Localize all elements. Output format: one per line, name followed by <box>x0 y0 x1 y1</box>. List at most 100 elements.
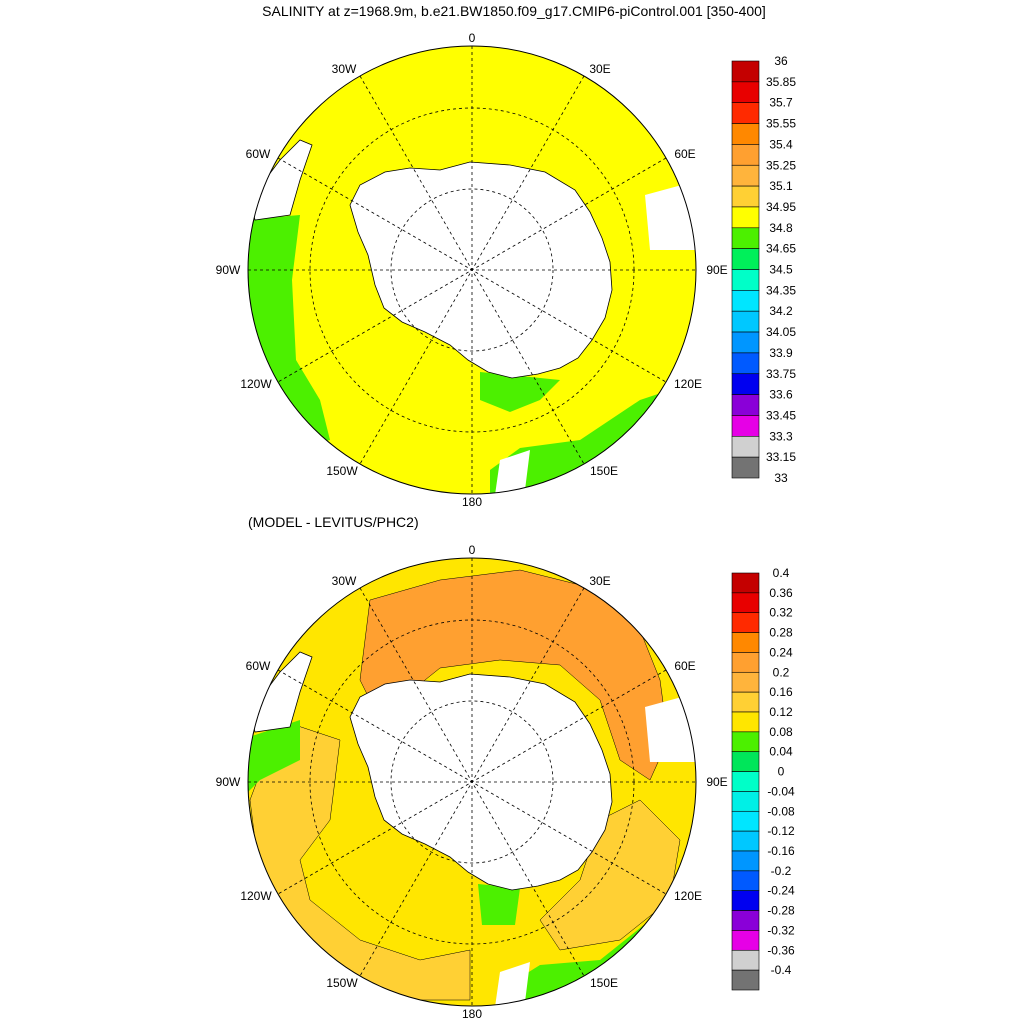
colorbar-label: 33.75 <box>766 367 796 381</box>
colorbar-label: 0.36 <box>769 586 793 600</box>
diff-south-america-tip <box>249 651 313 733</box>
colorbar-label: 34.8 <box>769 221 793 235</box>
diff-lon-label-60e: 60E <box>674 659 695 673</box>
figure-title: SALINITY at z=1968.9m, b.e21.BW1850.f09_… <box>262 3 766 19</box>
lon-label-60w: 60W <box>246 147 271 161</box>
colorbar-swatch <box>731 206 760 229</box>
colorbar-label: 33.3 <box>769 429 793 443</box>
colorbar-label: 34.5 <box>769 263 793 277</box>
colorbar-label: 35.55 <box>766 117 796 131</box>
colorbar-swatch <box>731 612 760 633</box>
colorbar-label: -0.4 <box>771 963 792 977</box>
colorbar-swatch <box>731 751 760 772</box>
colorbar-swatch <box>731 969 760 991</box>
colorbar-swatch <box>731 60 760 83</box>
antarctica <box>349 161 613 379</box>
colorbar-label: 33.15 <box>766 450 796 464</box>
colorbar-label: -0.04 <box>767 784 795 798</box>
colorbar-label: 0.12 <box>769 705 793 719</box>
colorbar-swatch <box>731 102 760 124</box>
colorbar-label: 34.35 <box>766 283 796 297</box>
colorbar-label: 35.85 <box>766 75 796 89</box>
colorbar-swatch <box>731 81 760 103</box>
colorbar-swatch <box>731 572 760 594</box>
colorbar-swatch <box>731 890 760 911</box>
colorbar-swatch <box>731 290 760 312</box>
difference-subtitle: (MODEL - LEVITUS/PHC2) <box>248 514 419 530</box>
colorbar-swatch <box>731 910 760 931</box>
diff-lon-label-150e: 150E <box>590 976 618 990</box>
colorbar-swatch <box>731 771 760 792</box>
lon-label-90w: 90W <box>216 263 241 277</box>
diff-shelf-south <box>478 884 520 925</box>
colorbar-label: -0.12 <box>767 824 795 838</box>
colorbar-swatch <box>731 185 760 208</box>
colorbar-label: 36 <box>774 54 788 68</box>
colorbar-swatch <box>731 123 760 145</box>
colorbar-label: 33.6 <box>769 388 793 402</box>
colorbar-swatch <box>731 248 760 270</box>
colorbar-swatch <box>731 394 760 416</box>
colorbar-swatch <box>731 930 760 951</box>
colorbar-label: 35.4 <box>769 137 793 151</box>
colorbar-label: -0.32 <box>767 923 795 937</box>
colorbar-swatch <box>731 269 760 291</box>
shelf-south <box>480 372 560 412</box>
colorbar-label: -0.36 <box>767 943 795 957</box>
colorbar-label: 0.28 <box>769 626 793 640</box>
colorbar-label: -0.24 <box>767 884 795 898</box>
colorbar-swatch <box>731 632 760 653</box>
colorbar-swatch <box>731 671 760 693</box>
diff-lon-label-90e: 90E <box>706 775 727 789</box>
colorbar-label: -0.28 <box>767 904 795 918</box>
colorbar-label: -0.08 <box>767 804 795 818</box>
diff-antarctica <box>349 673 613 891</box>
colorbar-swatch <box>731 949 760 971</box>
diff-island-africa <box>495 962 530 1006</box>
colorbar-label: 33 <box>774 471 788 485</box>
colorbar-label: 35.25 <box>766 158 796 172</box>
colorbar-label: 34.65 <box>766 242 796 256</box>
colorbar-swatch <box>731 352 760 375</box>
diff-lon-label-180: 180 <box>462 1007 482 1021</box>
lon-label-120e: 120E <box>674 377 702 391</box>
salinity-colorbar: 36 35.85 35.7 35.55 35.4 35.25 35.1 34.95 34.8 34… <box>731 54 796 485</box>
colorbar-label: 0.08 <box>769 725 793 739</box>
colorbar-swatch <box>731 592 760 614</box>
diff-lon-label-60w: 60W <box>246 659 271 673</box>
diff-east-band <box>539 799 681 951</box>
colorbar-label: 34.2 <box>769 304 793 318</box>
colorbar-swatch <box>731 227 760 249</box>
diff-lon-label-30e: 30E <box>589 574 610 588</box>
lon-label-180: 180 <box>462 495 482 509</box>
lon-label-30e: 30E <box>589 62 610 76</box>
lon-label-0: 0 <box>469 31 476 45</box>
difference-colorbar: 0.4 0.36 0.32 0.28 0.24 0.2 0.16 0.12 0.08 0.04 0 -… <box>731 566 795 991</box>
colorbar-label: 34.05 <box>766 325 796 339</box>
colorbar-swatch <box>731 435 760 458</box>
colorbar-label: 0.4 <box>773 566 790 580</box>
colorbar-swatch <box>731 652 760 673</box>
colorbar-label: 35.7 <box>769 96 793 110</box>
colorbar-label: -0.16 <box>767 844 795 858</box>
south-america-tip <box>249 139 313 221</box>
colorbar-swatch <box>731 711 760 733</box>
lon-label-30w: 30W <box>332 62 357 76</box>
colorbar-swatch <box>731 691 760 713</box>
colorbar-label: 33.9 <box>769 346 793 360</box>
colorbar-swatch <box>731 164 760 187</box>
diff-lon-label-30w: 30W <box>332 574 357 588</box>
colorbar-label: 34.95 <box>766 200 796 214</box>
colorbar-swatch <box>731 791 760 812</box>
colorbar-swatch <box>731 310 760 333</box>
colorbar-label: 0.2 <box>773 665 790 679</box>
diff-lon-label-150w: 150W <box>326 976 358 990</box>
colorbar-swatch <box>731 456 760 479</box>
salinity-polar-map: 0 30E 60E 90E 120E 150E 180 150W 120W 90… <box>216 31 728 509</box>
colorbar-label: 33.45 <box>766 408 796 422</box>
colorbar-swatch <box>731 830 760 852</box>
diff-lon-label-0: 0 <box>469 543 476 557</box>
colorbar-swatch <box>731 331 760 354</box>
colorbar-swatch <box>731 415 760 437</box>
